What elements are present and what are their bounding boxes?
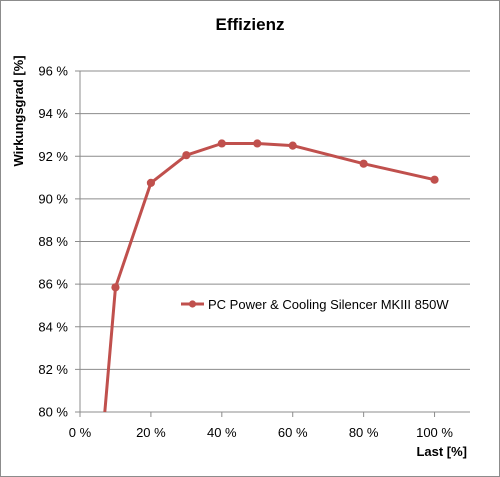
legend-swatch-marker bbox=[188, 300, 197, 308]
y-tick-label-2: 84 % bbox=[38, 319, 68, 334]
x-tick-label-0: 0 % bbox=[69, 425, 92, 440]
x-tick-label-4: 80 % bbox=[349, 425, 379, 440]
legend: PC Power & Cooling Silencer MKIII 850W bbox=[181, 297, 449, 312]
chart-title: Effizienz bbox=[216, 15, 285, 34]
y-tick-label-7: 94 % bbox=[38, 106, 68, 121]
data-point-3 bbox=[217, 139, 226, 148]
y-tick-label-4: 88 % bbox=[38, 234, 68, 249]
gridlines bbox=[80, 70, 470, 413]
x-tick-label-5: 100 % bbox=[416, 425, 453, 440]
x-axis-ticks: 0 % 20 % 40 % 60 % 80 % 100 % bbox=[69, 412, 453, 440]
x-tick-label-2: 40 % bbox=[207, 425, 237, 440]
data-point-0 bbox=[111, 283, 120, 292]
series-layer bbox=[103, 139, 439, 413]
data-point-6 bbox=[359, 159, 368, 168]
data-point-1 bbox=[146, 178, 156, 187]
y-axis-ticks: 80 % 82 % 84 % 86 % 88 % 90 % 92 % 94 % 96 % bbox=[38, 64, 80, 420]
legend-label: PC Power & Cooling Silencer MKIII 850W bbox=[208, 297, 449, 312]
y-tick-label-1: 82 % bbox=[38, 362, 68, 377]
x-axis-label: Last [%] bbox=[416, 444, 467, 459]
y-tick-label-8: 96 % bbox=[38, 64, 68, 79]
data-point-2 bbox=[182, 151, 191, 160]
y-tick-label-6: 92 % bbox=[38, 149, 68, 164]
y-tick-label-0: 80 % bbox=[38, 405, 68, 420]
x-tick-label-3: 60 % bbox=[278, 425, 308, 440]
data-point-4 bbox=[253, 139, 262, 148]
data-point-7 bbox=[430, 175, 439, 184]
y-tick-label-5: 90 % bbox=[38, 191, 68, 206]
data-point-5 bbox=[288, 141, 297, 150]
y-axis-label: Wirkungsgrad [%] bbox=[11, 55, 26, 166]
y-tick-label-3: 86 % bbox=[38, 277, 68, 292]
x-tick-label-1: 20 % bbox=[136, 425, 166, 440]
